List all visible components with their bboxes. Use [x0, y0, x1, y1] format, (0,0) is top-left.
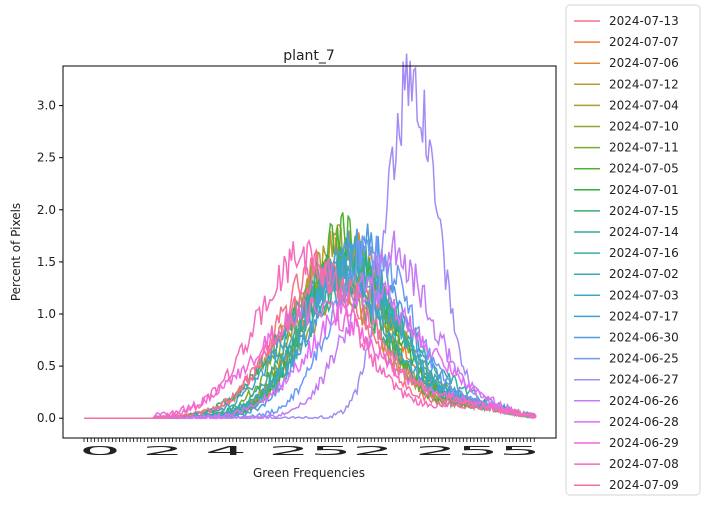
legend-entry: 2024-07-04	[609, 98, 679, 112]
y-tick-label: 0.5	[37, 359, 56, 373]
legend-entry: 2024-07-03	[609, 288, 679, 302]
legend-entry: 2024-07-13	[609, 14, 679, 28]
y-tick-label: 1.0	[37, 307, 56, 321]
legend: 2024-07-13 2024-07-07 2024-07-06 2024-07-12…	[565, 4, 701, 496]
legend-entry: 2024-07-17	[609, 309, 679, 323]
y-tick-label: 0.0	[37, 411, 56, 425]
x-axis-label: Green Frequencies	[253, 466, 365, 480]
legend-entry: 2024-07-01	[609, 183, 679, 197]
x-axis: 0 2 4 252 255	[79, 438, 541, 458]
legend-entry: 2024-07-08	[609, 457, 679, 471]
legend-entry: 2024-06-30	[609, 331, 679, 345]
legend-entry: 2024-07-10	[609, 120, 679, 134]
series-line	[84, 296, 537, 419]
legend-entry: 2024-06-29	[609, 436, 679, 450]
legend-entry: 2024-07-11	[609, 141, 679, 155]
y-tick-label: 2.0	[37, 203, 56, 217]
legend-entry: 2024-06-28	[609, 415, 679, 429]
legend-entry: 2024-07-14	[609, 225, 679, 239]
legend-entry: 2024-07-05	[609, 162, 679, 176]
legend-entry: 2024-06-26	[609, 394, 679, 408]
y-axis: 0.0 0.5 1.0 1.5 2.0 2.5 3.0	[37, 99, 63, 425]
legend-entry: 2024-07-16	[609, 246, 679, 260]
y-tick-label: 3.0	[37, 99, 56, 113]
series-lines	[84, 53, 537, 420]
series-line	[84, 238, 537, 420]
legend-box	[565, 4, 701, 496]
legend-entry: 2024-07-12	[609, 77, 679, 91]
plot-frame	[62, 65, 557, 439]
y-tick-label: 1.5	[37, 255, 56, 269]
legend-entry: 2024-07-15	[609, 204, 679, 218]
y-tick-label: 2.5	[37, 151, 56, 165]
y-axis-label: Percent of Pixels	[9, 203, 23, 301]
legend-entry: 2024-06-27	[609, 373, 679, 387]
legend-entry: 2024-07-07	[609, 35, 679, 49]
series-line	[84, 261, 537, 420]
legend-entry: 2024-06-25	[609, 352, 679, 366]
series-line	[84, 53, 537, 420]
legend-entry: 2024-07-02	[609, 267, 679, 281]
legend-entry: 2024-07-06	[609, 56, 679, 70]
chart-title: plant_7	[283, 48, 335, 64]
legend-entry: 2024-07-09	[609, 478, 679, 492]
x-tick-labels: 0 2 4 252 255	[79, 444, 541, 458]
